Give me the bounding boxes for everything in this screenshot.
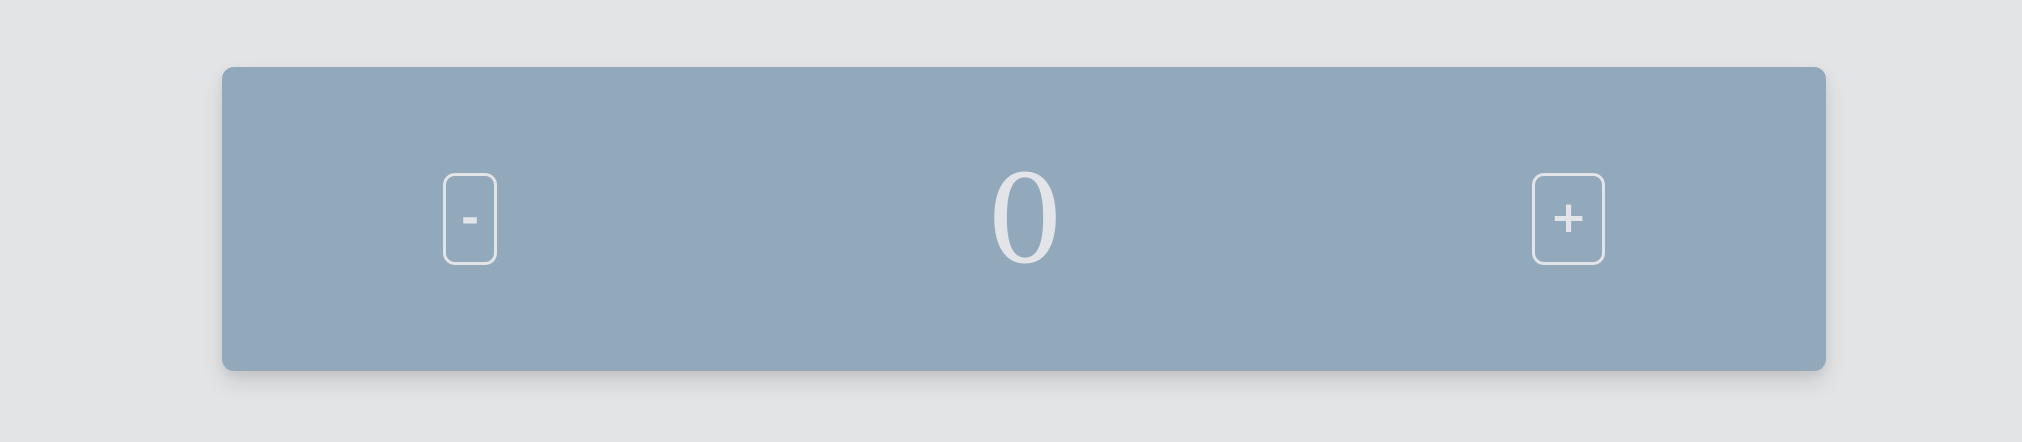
increment-button[interactable]: + bbox=[1532, 173, 1605, 265]
decrement-button[interactable]: - bbox=[443, 173, 497, 265]
counter-value: 0 bbox=[986, 149, 1064, 291]
plus-icon: + bbox=[1550, 192, 1587, 243]
counter-card: - 0 + bbox=[222, 67, 1826, 371]
minus-icon: - bbox=[460, 193, 480, 244]
